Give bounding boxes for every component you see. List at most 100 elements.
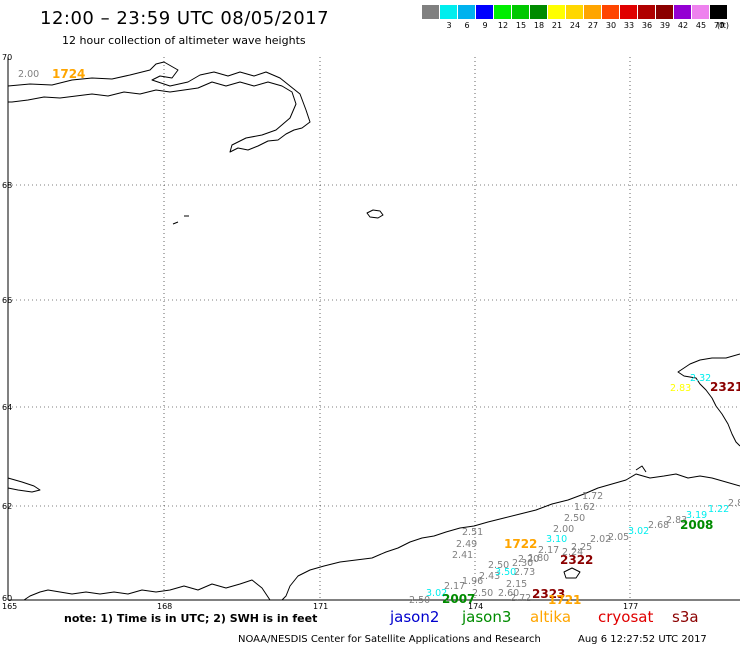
small-island <box>366 209 384 219</box>
scale-swatch <box>512 5 529 19</box>
graticule <box>8 57 740 600</box>
wave-height-label: 2.50 <box>472 588 493 599</box>
wave-height-label: 1.62 <box>574 502 595 513</box>
map-subtitle: 12 hour collection of altimeter wave hei… <box>62 34 306 47</box>
wave-height-label: 3.02 <box>628 526 649 537</box>
legend-jason3: jason3 <box>462 608 512 626</box>
scale-swatch <box>620 5 637 19</box>
wave-height-label: 2.83 <box>666 515 687 526</box>
units-note: note: 1) Time is in UTC; 2) SWH is in fe… <box>64 612 318 625</box>
scale-label: 21 <box>551 21 563 30</box>
wave-height-label: 3.10 <box>546 534 567 545</box>
wave-height-label: 2.00 <box>18 69 39 80</box>
wave-height-label: 2.02 <box>590 534 611 545</box>
legend-cryosat: cryosat <box>598 608 654 626</box>
headland <box>7 477 41 493</box>
longitude-labels: 165 168 171 174 177 <box>2 602 638 611</box>
wave-height-label: 2.83 <box>670 383 691 394</box>
wave-height-label: 2.32 <box>690 373 711 384</box>
latitude-labels: 70 68 66 64 62 60 <box>2 53 12 603</box>
wave-height-label: 2.50 <box>564 513 585 524</box>
wave-height-label: 3.02 <box>426 588 447 599</box>
pass-time-label: 2323 <box>532 587 565 601</box>
scale-label: 45 <box>695 21 707 30</box>
wave-height-color-scale: 3 6 9 12 15 18 21 24 27 30 33 36 39 42 45 70 (ft) <box>422 5 730 35</box>
scale-label: 6 <box>464 21 470 30</box>
wave-height-label: 2.25 <box>571 542 592 553</box>
legend-altika: altika <box>530 608 572 626</box>
lat-label: 68 <box>2 181 12 190</box>
scale-label: 15 <box>515 21 527 30</box>
pass-time-label: 2321 <box>710 380 740 394</box>
coast-spur <box>563 567 581 579</box>
wave-height-label: 3.50 <box>495 567 516 578</box>
lon-label: 174 <box>468 602 483 611</box>
lat-label: 66 <box>2 296 12 305</box>
scale-swatch <box>566 5 583 19</box>
pass-time-label: 2322 <box>560 553 593 567</box>
scale-swatch <box>692 5 709 19</box>
lon-label: 168 <box>157 602 172 611</box>
scale-swatch <box>440 5 457 19</box>
wave-height-label: 2.50 <box>409 595 430 606</box>
wave-height-label: 2.73 <box>514 567 535 578</box>
wave-height-label: 2.00 <box>553 524 574 535</box>
generation-timestamp: Aug 6 12:27:52 UTC 2017 <box>578 634 707 645</box>
wave-height-label: 1.80 <box>528 553 549 564</box>
scale-label: 9 <box>482 21 488 30</box>
siberia-south-coast <box>281 473 740 601</box>
wave-height-label: 2.30 <box>512 558 533 569</box>
scale-swatch <box>638 5 655 19</box>
wave-height-label: 2.20 <box>518 554 539 565</box>
wave-height-label: 2.51 <box>462 527 483 538</box>
lat-label: 60 <box>2 594 12 603</box>
scale-swatch <box>602 5 619 19</box>
wave-height-label: 2.43 <box>479 571 500 582</box>
scale-label: 33 <box>623 21 635 30</box>
wave-height-label: 2.50 <box>488 560 509 571</box>
pass-time-label: 2008 <box>680 518 713 532</box>
legend-jason2: jason2 <box>390 608 440 626</box>
legend-s3a: s3a <box>672 608 699 626</box>
wave-height-label: 2.05 <box>608 532 629 543</box>
lon-label: 165 <box>2 602 17 611</box>
scale-label: 12 <box>497 21 509 30</box>
scale-label: 42 <box>677 21 689 30</box>
islet <box>172 221 179 225</box>
wave-height-label: 2.60 <box>498 588 519 599</box>
pass-time-label: 2007 <box>442 592 475 606</box>
lon-label: 177 <box>623 602 638 611</box>
lat-label: 64 <box>2 403 12 412</box>
lat-label: 62 <box>2 502 12 511</box>
wave-height-label: 2.41 <box>452 550 473 561</box>
siberia-north-coast <box>7 61 311 153</box>
credit-line: NOAA/NESDIS Center for Satellite Applica… <box>238 634 541 645</box>
scale-swatch <box>422 5 439 19</box>
wave-height-label: 1.96 <box>462 576 483 587</box>
scale-swatch <box>710 5 727 19</box>
map-title: 12:00 – 23:59 UTC 08/05/2017 <box>40 8 330 29</box>
pass-time-label: 1724 <box>52 67 85 81</box>
wave-height-label: 3.19 <box>686 510 707 521</box>
wave-height-label: 1.22 <box>708 504 729 515</box>
scale-label: 18 <box>533 21 545 30</box>
wave-height-label: 2.17 <box>538 545 559 556</box>
scale-swatch <box>530 5 547 19</box>
scale-label: 3 <box>446 21 452 30</box>
wave-height-label: 2.72 <box>510 593 531 604</box>
coastline <box>7 61 740 601</box>
lat-label: 70 <box>2 53 12 62</box>
coast-spur <box>635 465 647 473</box>
scale-label: 70 <box>713 21 725 30</box>
scale-swatch <box>458 5 475 19</box>
siberia-south-coast-west <box>23 579 271 601</box>
scale-swatch <box>584 5 601 19</box>
wave-height-label: 2.24 <box>562 547 583 558</box>
scale-label: 24 <box>569 21 581 30</box>
pass-time-label: 1722 <box>504 537 537 551</box>
scale-label: 27 <box>587 21 599 30</box>
scale-swatch <box>548 5 565 19</box>
wave-height-label: 2.49 <box>456 539 477 550</box>
wave-height-label: 2.8 <box>728 498 740 509</box>
